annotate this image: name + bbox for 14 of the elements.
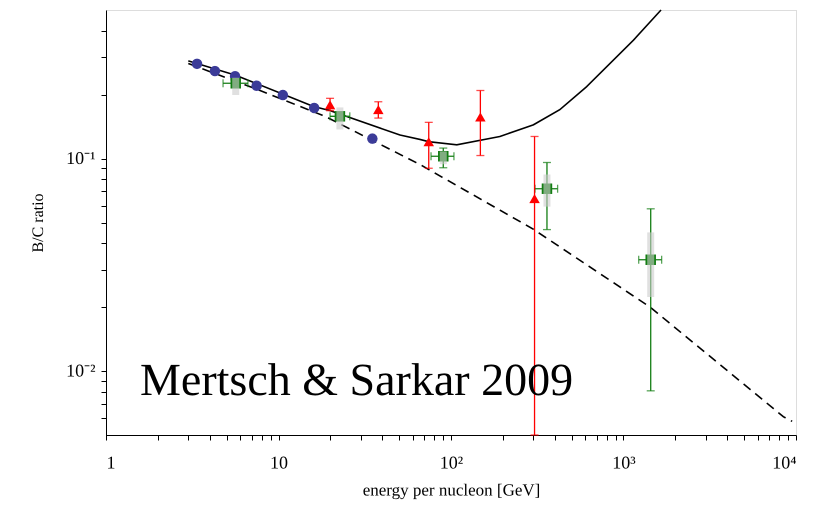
y-tick-label: 10⁻¹ [66, 148, 96, 168]
bar [440, 151, 447, 164]
bar [543, 174, 550, 207]
x-tick-label: 10⁴ [772, 452, 796, 472]
bar [232, 78, 240, 96]
x-tick-label: 10² [440, 452, 464, 472]
bar [647, 232, 654, 298]
y-axis-title: B/C ratio [30, 193, 48, 253]
x-tick-label: 10³ [612, 452, 636, 472]
x-tick-label: 10 [270, 452, 288, 472]
y-tick-label: 10⁻² [66, 360, 96, 381]
x-axis-title: energy per nucleon [GeV] [362, 480, 540, 500]
bar [336, 107, 344, 130]
x-tick-label: 1 [106, 452, 116, 472]
